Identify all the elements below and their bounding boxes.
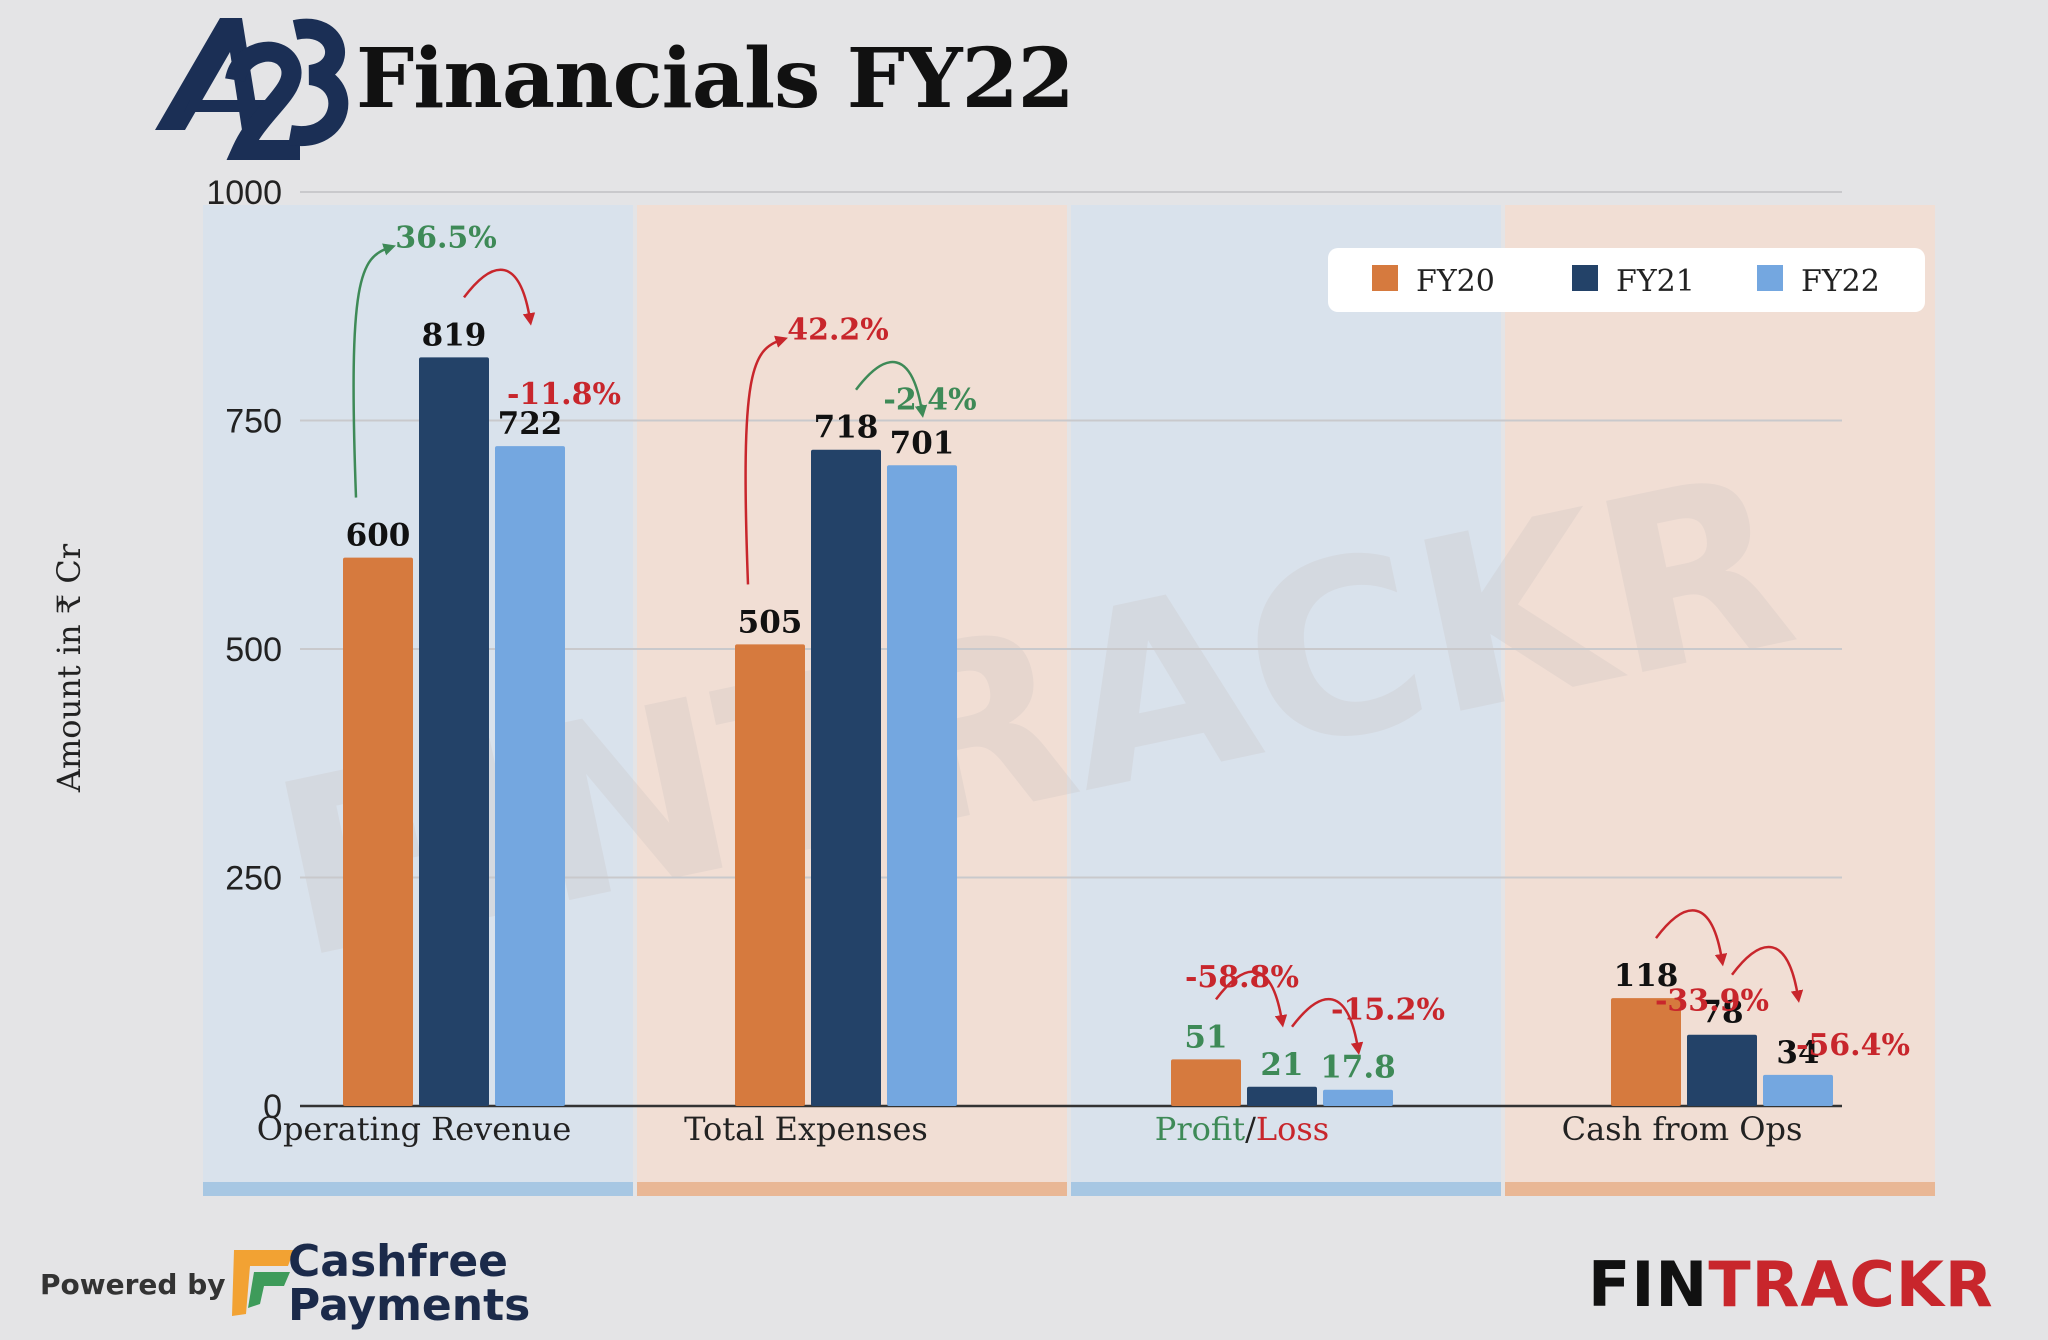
cashfree-icon <box>232 1250 294 1316</box>
panel-bar-3 <box>1505 1182 1935 1196</box>
category-label-part-2-0: Profit <box>1155 1110 1245 1148</box>
legend-label-0: FY20 <box>1416 264 1495 299</box>
category-label-part-2-1: / <box>1245 1110 1256 1148</box>
value-label-3-2: 34 <box>1776 1035 1819 1071</box>
value-label-1-0: 505 <box>738 604 803 640</box>
bar-0-0 <box>343 557 413 1106</box>
category-label-3: Cash from Ops <box>1562 1110 1803 1148</box>
growth-label-0-0: 36.5% <box>395 220 497 255</box>
bar-1-2 <box>887 465 957 1106</box>
legend-swatch-0 <box>1372 265 1398 291</box>
growth-label-2-1: -15.2% <box>1331 993 1445 1028</box>
cashfree-wordmark: Cashfree Payments <box>288 1240 530 1328</box>
panel-bar-1 <box>637 1182 1067 1196</box>
growth-arrow-0-1 <box>463 268 536 326</box>
value-label-2-0: 51 <box>1184 1019 1227 1055</box>
y-tick-label-250: 250 <box>225 860 282 898</box>
value-label-3-0: 118 <box>1614 958 1679 994</box>
value-label-0-2: 722 <box>498 406 563 442</box>
growth-arrow-2-1 <box>1291 997 1364 1055</box>
growth-label-0-1: -11.8% <box>507 377 621 412</box>
growth-arrow-0-0 <box>352 243 396 498</box>
growth-label-3-0: -33.9% <box>1655 984 1769 1019</box>
category-label-part-3-0: Cash from Ops <box>1562 1110 1803 1148</box>
y-tick-label-1000: 1000 <box>206 174 282 212</box>
panel-bar-2 <box>1071 1182 1501 1196</box>
bar-3-1 <box>1687 1034 1757 1106</box>
value-label-0-0: 600 <box>346 518 411 554</box>
bar-0-1 <box>419 357 489 1107</box>
value-label-1-2: 701 <box>890 425 955 461</box>
page-title: Financials FY22 <box>356 31 1075 127</box>
value-label-2-2: 17.8 <box>1320 1050 1396 1086</box>
cashfree-line1: Cashfree <box>288 1236 509 1287</box>
growth-arrow-2-0 <box>1215 970 1288 1028</box>
growth-label-2-0: -58.8% <box>1185 960 1299 995</box>
growth-arrow-1-0 <box>744 335 788 585</box>
category-label-part-2-2: Loss <box>1256 1110 1329 1148</box>
y-tick-label-750: 750 <box>225 403 282 441</box>
value-label-0-1: 819 <box>422 317 487 353</box>
y-tick-label-500: 500 <box>225 631 282 669</box>
panel-3 <box>1505 205 1935 1185</box>
bar-3-0 <box>1611 998 1681 1106</box>
bar-2-1 <box>1247 1086 1317 1106</box>
panel-bar-0 <box>203 1182 633 1196</box>
legend-swatch-2 <box>1757 265 1783 291</box>
a23-logo <box>155 18 349 160</box>
growth-arrow-3-1 <box>1731 945 1804 1003</box>
cashfree-line2: Payments <box>288 1280 531 1331</box>
category-label-part-1-0: Total Expenses <box>684 1110 928 1148</box>
value-label-1-1: 718 <box>814 410 879 446</box>
y-axis-label: Amount in ₹ Cr <box>50 543 88 793</box>
category-label-1: Total Expenses <box>684 1110 928 1148</box>
category-label-part-0-0: Operating Revenue <box>257 1110 572 1148</box>
bar-1-0 <box>735 644 805 1106</box>
bar-1-1 <box>811 449 881 1106</box>
bar-0-2 <box>495 446 565 1106</box>
bar-3-2 <box>1763 1074 1833 1106</box>
y-tick-label-0: 0 <box>263 1088 282 1126</box>
bar-2-2 <box>1323 1089 1393 1106</box>
fintrackr-fin: FIN <box>1588 1248 1709 1321</box>
fintrackr-logo: FINTRACKR <box>1588 1248 1994 1321</box>
category-label-2: Profit/Loss <box>1155 1110 1329 1148</box>
value-label-2-1: 21 <box>1260 1047 1303 1083</box>
growth-label-1-1: -2.4% <box>883 382 976 417</box>
legend-label-2: FY22 <box>1801 264 1880 299</box>
growth-label-1-0: 42.2% <box>787 313 889 348</box>
legend-swatch-1 <box>1572 265 1598 291</box>
category-label-0: Operating Revenue <box>257 1110 572 1148</box>
legend-label-1: FY21 <box>1616 264 1695 299</box>
growth-arrow-1-1 <box>855 360 928 418</box>
growth-label-3-1: -56.4% <box>1796 1028 1910 1063</box>
legend-box <box>1328 248 1925 312</box>
bar-2-0 <box>1171 1059 1241 1106</box>
growth-arrow-3-0 <box>1655 909 1728 967</box>
powered-by-label: Powered by <box>40 1268 226 1301</box>
fintrackr-trackr: TRACKR <box>1708 1248 1994 1321</box>
value-label-3-1: 78 <box>1700 995 1743 1031</box>
